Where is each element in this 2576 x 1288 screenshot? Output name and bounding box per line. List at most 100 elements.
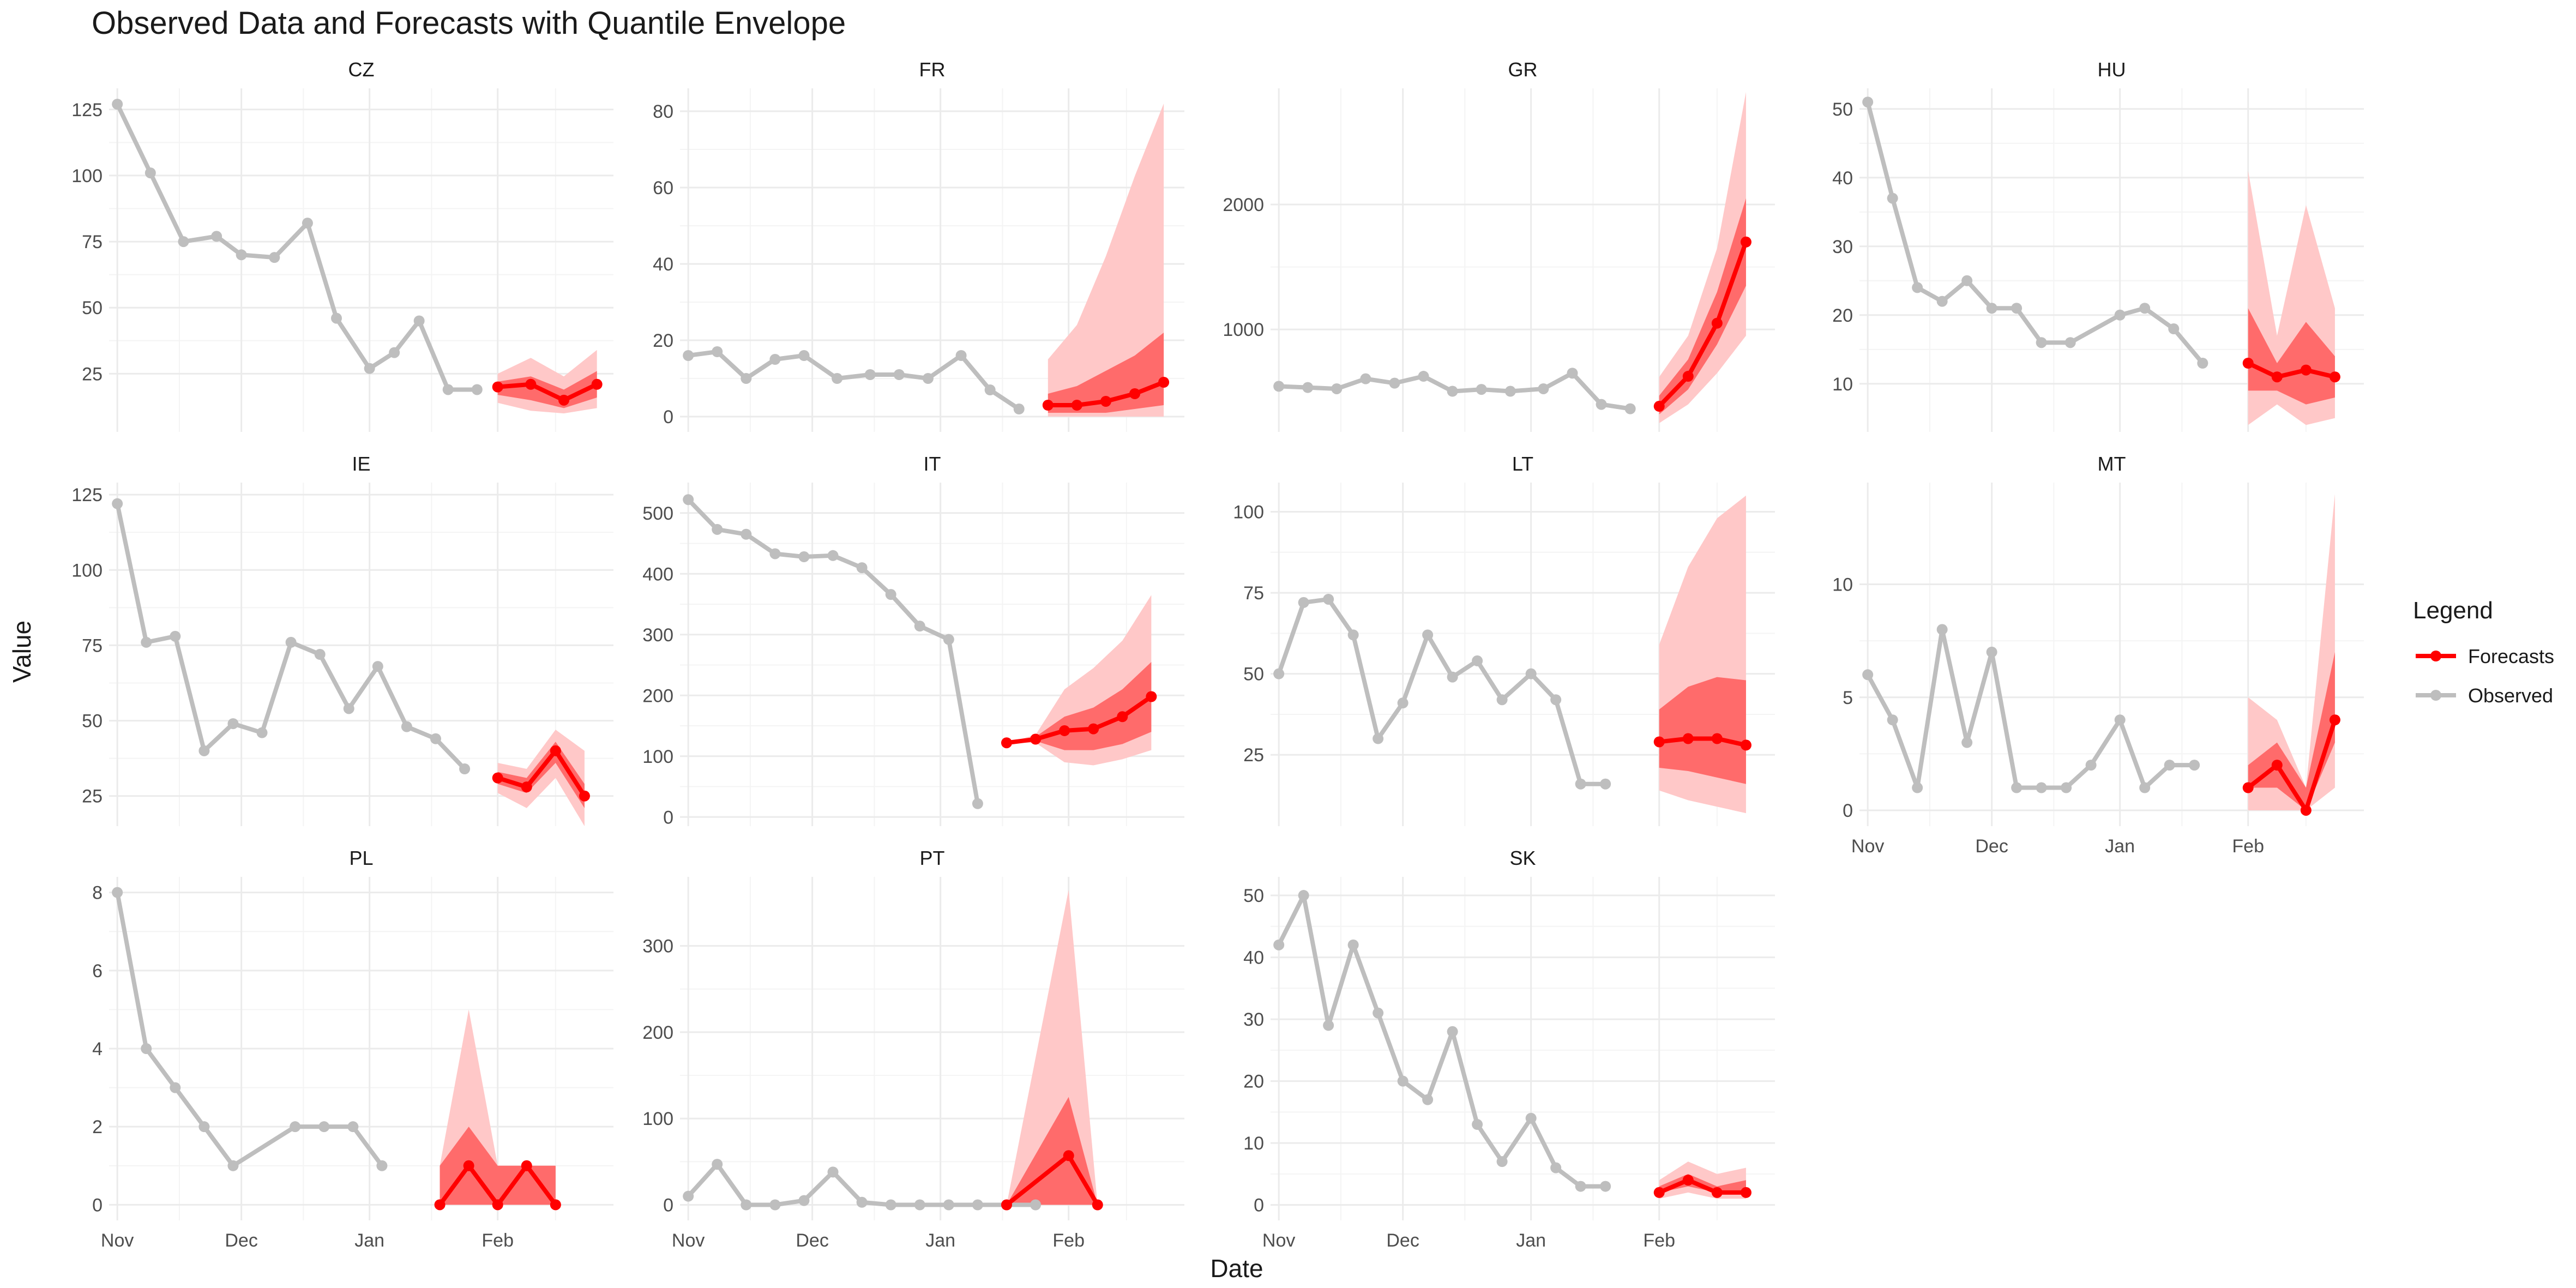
panel-pt-x-tick-label-2: Jan [925,1230,955,1251]
panel-it-observed-point-3 [769,548,781,559]
panel-mt-observed-point-6 [2011,782,2023,793]
panel-cz-observed-point-4 [236,249,247,261]
panel-pl-x-tick-label-3: Feb [482,1230,514,1251]
panel-mt-observed-point-2 [1912,782,1923,793]
panel-fr-y-tick-label-0: 0 [663,407,673,428]
panel-lt: LT 25 50 75 100 [1233,453,1775,826]
panel-mt-forecast-point-2 [2300,804,2312,816]
panel-grid: CZ255075100125FR020406080GR10002000HU102… [71,58,2364,1251]
panel-pt-observed-point-0 [683,1190,694,1202]
panel-fr-observed-point-0 [683,350,694,361]
panel-ie-y-tick-label-4: 125 [71,485,103,505]
panel-pl-forecast-point-3 [521,1160,532,1171]
panel-pt-strip-label: PT [919,847,944,869]
panel-gr-forecast-point-0 [1653,401,1665,412]
panel-ie-observed-point-0 [112,498,123,509]
panel-hu-y-tick-label-1: 20 [1832,305,1853,326]
panel-ie-observed-point-12 [459,763,471,774]
panel-mt-y-tick-label-0: 0 [1843,801,1853,821]
panel-mt-observed-point-12 [2164,760,2175,771]
panel-mt-observed-point-5 [1986,646,1997,658]
panel-cz: CZ 25 50 75 100 125 [71,58,613,432]
panel-sk-observed-point-2 [1323,1020,1334,1031]
panel-pl-observed-point-3 [198,1121,210,1133]
panel-sk-y-tick-label-5: 50 [1243,886,1264,906]
panel-sk-observed-point-7 [1447,1026,1458,1037]
panel-it-y-tick-label-4: 400 [642,564,673,585]
panel-it-observed-point-2 [741,528,752,540]
panel-hu-forecast-point-0 [2242,358,2254,369]
panel-fr-forecast-point-0 [1042,400,1054,411]
panel-pl-x-tick-label-1: Dec [225,1230,257,1251]
panel-hu-observed-point-9 [2114,309,2126,321]
panel-pl-observed-point-8 [376,1160,388,1171]
panel-it-y-tick-label-0: 0 [663,807,673,828]
panel-it-inner-quantile-band [1006,661,1152,750]
panel-hu-observed-point-0 [1862,97,1874,108]
panel-ie-strip-label: IE [352,453,370,475]
panel-pt-observed-point-2 [741,1199,752,1211]
panel-sk-y-tick-label-3: 30 [1243,1009,1264,1030]
panel-it-y-tick-label-1: 100 [642,747,673,767]
panel-gr-observed-point-7 [1476,384,1487,395]
panel-fr-y-tick-label-3: 60 [653,178,673,198]
panel-mt-observed-point-1 [1887,714,1898,726]
panel-lt-y-tick-label-1: 50 [1243,664,1264,685]
panel-gr-inner-quantile-band [1659,198,1746,414]
panel-fr-forecast-point-1 [1071,400,1082,411]
panel-cz-observed-point-10 [413,315,425,327]
panel-gr-forecast-point-1 [1682,371,1694,382]
panel-lt-forecast-point-2 [1711,733,1723,744]
panel-pl-observed-point-5 [290,1121,301,1133]
panel-ie-y-tick-label-0: 25 [82,786,103,807]
panel-sk-observed-point-3 [1347,939,1359,950]
panel-cz-observed-point-0 [112,99,123,110]
panel-hu-y-tick-label-3: 40 [1832,168,1853,189]
panel-pt-observed-point-8 [914,1199,925,1211]
panel-pt-observed-point-9 [943,1199,954,1211]
panel-ie-observed-point-3 [198,745,210,756]
panel-cz-observed-point-6 [302,218,313,229]
panel-it-y-tick-label-5: 500 [642,503,673,524]
panel-sk-x-tick-label-1: Dec [1386,1230,1419,1251]
panel-ie-observed-point-8 [343,703,354,714]
panel-mt: MT 0 5 10 Nov Dec Jan Feb [1832,453,2364,857]
panel-mt-observed-point-7 [2036,782,2047,793]
panel-lt-observed-point-3 [1347,629,1359,641]
panel-ie-y-tick-label-3: 100 [71,560,103,581]
panel-it-strip-label: IT [924,453,941,475]
panel-gr-observed-point-10 [1567,368,1578,379]
panel-it-observed-point-6 [856,562,868,574]
panel-mt-outer-quantile-band [2248,493,2335,810]
panel-mt-y-tick-label-2: 10 [1832,575,1853,595]
panel-lt-observed-point-2 [1323,593,1334,605]
panel-fr-observed-point-1 [712,346,723,357]
panel-lt-forecast-point-3 [1740,739,1752,751]
panel-gr-outer-quantile-band [1659,92,1746,423]
panel-it-observed-line [687,498,980,804]
panel-mt-observed-point-11 [2139,782,2151,793]
chart-title: Observed Data and Forecasts with Quantil… [92,5,846,41]
panel-lt-y-tick-label-3: 100 [1233,502,1264,522]
panel-pl-observed-point-1 [141,1043,152,1054]
panel-fr-observed-point-5 [832,373,843,384]
panel-it-y-tick-label-2: 200 [642,685,673,706]
y-axis-label: Value [8,621,36,683]
panel-sk-forecast-point-2 [1711,1187,1723,1198]
panel-fr-outer-quantile-band [1048,104,1164,417]
panel-pl-y-tick-label-3: 6 [92,961,103,982]
panel-lt-observed-point-0 [1273,668,1285,679]
panel-ie-forecast-line [497,748,587,797]
panel-hu-y-tick-label-4: 50 [1832,99,1853,120]
panel-pt-observed-point-5 [827,1166,839,1178]
panel-fr-observed-point-9 [955,350,967,361]
panel-mt-x-tick-label-2: Jan [2105,836,2135,857]
panel-it-forecast-point-2 [1059,725,1070,736]
panel-cz-y-tick-label-2: 75 [82,232,103,252]
panel-gr-observed-point-8 [1504,386,1516,397]
panel-lt-observed-point-11 [1550,694,1562,706]
panel-fr-forecast-point-2 [1100,396,1111,407]
panel-gr-y-tick-label-0: 1000 [1223,320,1264,340]
panel-ie-observed-point-9 [372,661,383,672]
